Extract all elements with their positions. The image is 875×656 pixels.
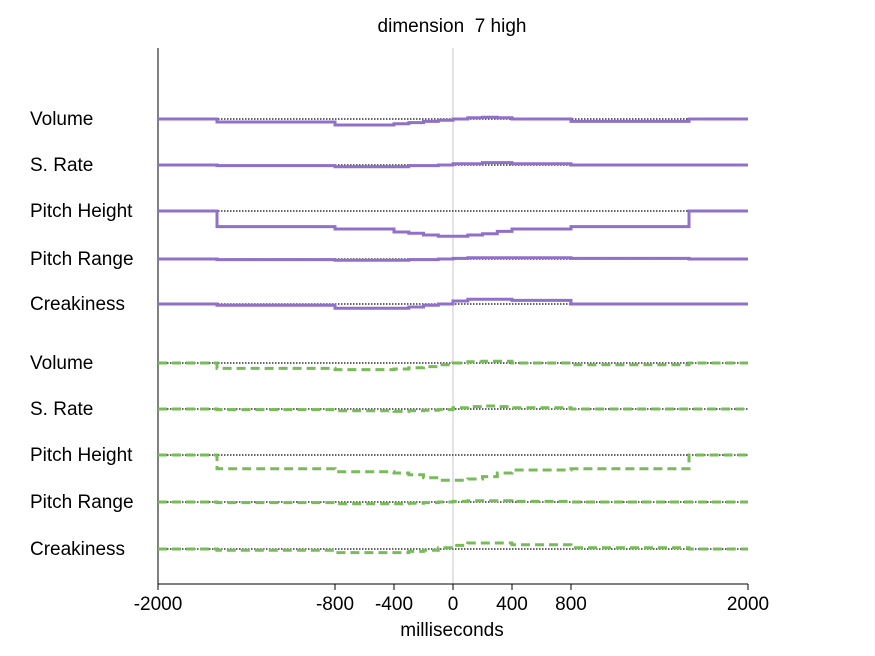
series-line-pitch-range-2 <box>158 499 748 506</box>
track-label: Pitch Range <box>30 492 134 513</box>
chart-title: dimension 7 high <box>378 16 527 37</box>
series-line-pitch-range-1 <box>158 256 748 262</box>
series-line-creakiness-2 <box>158 541 748 555</box>
series-line-creakiness-1 <box>158 297 748 310</box>
series-line-s-rate-1 <box>158 161 748 169</box>
track-label: S. Rate <box>30 399 93 420</box>
series-line-s-rate-2 <box>158 404 748 413</box>
series-line-volume-2 <box>158 359 748 372</box>
series-line-volume-1 <box>158 115 748 127</box>
track-label: Volume <box>30 109 93 130</box>
x-tick-label: -800 <box>316 594 354 615</box>
plot-area: -2000 -800 -400 0 400 800 2000 Volume S. Rate Pit… <box>30 48 769 615</box>
track-label: Creakiness <box>30 539 125 560</box>
x-tick-label: 800 <box>555 594 587 615</box>
series-line-pitch-height-1 <box>158 209 748 238</box>
series-line-pitch-height-2 <box>158 453 748 482</box>
x-tick-label: -2000 <box>134 594 183 615</box>
track-label: Creakiness <box>30 294 125 315</box>
x-axis-label: milliseconds <box>400 620 503 641</box>
x-tick-label: 2000 <box>727 594 769 615</box>
x-tick-label: -400 <box>375 594 413 615</box>
track-label: S. Rate <box>30 155 93 176</box>
track-label: Pitch Range <box>30 249 134 270</box>
track-label: Pitch Height <box>30 445 133 466</box>
x-tick-label: 400 <box>496 594 528 615</box>
x-tick-label: 0 <box>448 594 459 615</box>
track-label: Volume <box>30 353 93 374</box>
track-label: Pitch Height <box>30 201 133 222</box>
